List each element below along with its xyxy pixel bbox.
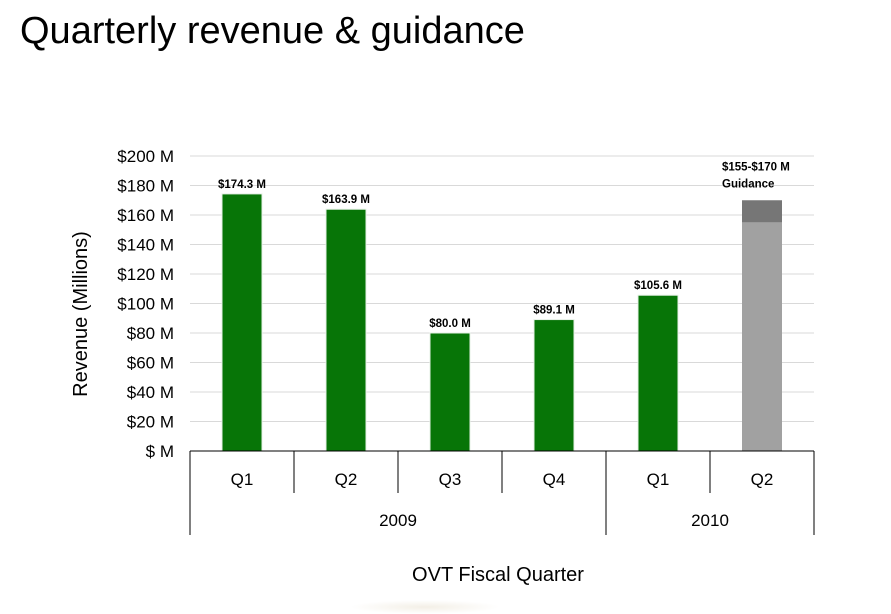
bar-value-label: $174.3 M xyxy=(218,179,266,191)
y-tick-label: $100 M xyxy=(117,295,174,314)
bar-labels: $174.3 M $163.9 M $80.0 M $89.1 M $105.6 M $1… xyxy=(218,161,790,330)
x-tick-label: Q2 xyxy=(751,470,774,489)
guidance-label: Guidance xyxy=(722,178,774,190)
y-tick-label: $ M xyxy=(146,442,174,461)
y-tick-label: $180 M xyxy=(117,177,174,196)
y-tick-label: $80 M xyxy=(127,324,174,343)
y-axis-title: Revenue (Millions) xyxy=(70,231,92,397)
bar xyxy=(533,319,575,452)
x-group-label: 2009 xyxy=(379,511,417,530)
x-axis: Q1 Q2 Q3 Q4 Q1 Q2 2009 2010 xyxy=(189,450,815,535)
x-tick-label: Q4 xyxy=(543,470,566,489)
x-axis-title: OVT Fiscal Quarter xyxy=(412,564,584,586)
guidance-range-label: $155-$170 M xyxy=(722,161,790,173)
x-tick-label: Q1 xyxy=(231,470,254,489)
y-tick-label: $20 M xyxy=(127,413,174,432)
y-tick-label: $120 M xyxy=(117,265,174,284)
bar-value-label: $163.9 M xyxy=(322,194,370,206)
guidance-bar-low xyxy=(742,222,782,451)
y-tick-label: $200 M xyxy=(117,147,174,166)
background-glow xyxy=(350,600,500,614)
x-tick-label: Q3 xyxy=(439,470,462,489)
bar xyxy=(429,332,471,452)
y-tick-label: $160 M xyxy=(117,206,174,225)
y-axis-ticks: $ M $20 M $40 M $60 M $80 M $100 M $120 M $140 … xyxy=(117,147,174,461)
bar xyxy=(637,294,679,452)
bar xyxy=(221,193,263,452)
bar-value-label: $89.1 M xyxy=(533,305,575,317)
y-tick-label: $140 M xyxy=(117,236,174,255)
y-tick-label: $60 M xyxy=(127,354,174,373)
bar xyxy=(325,208,367,452)
grid-lines xyxy=(190,155,814,422)
guidance-bar-range xyxy=(742,200,782,223)
bar-value-label: $80.0 M xyxy=(429,318,471,330)
bars xyxy=(221,193,782,452)
page-title: Quarterly revenue & guidance xyxy=(20,10,525,52)
x-group-label: 2010 xyxy=(691,511,729,530)
x-tick-label: Q1 xyxy=(647,470,670,489)
y-tick-label: $40 M xyxy=(127,383,174,402)
x-tick-label: Q2 xyxy=(335,470,358,489)
bar-value-label: $105.6 M xyxy=(634,280,682,292)
